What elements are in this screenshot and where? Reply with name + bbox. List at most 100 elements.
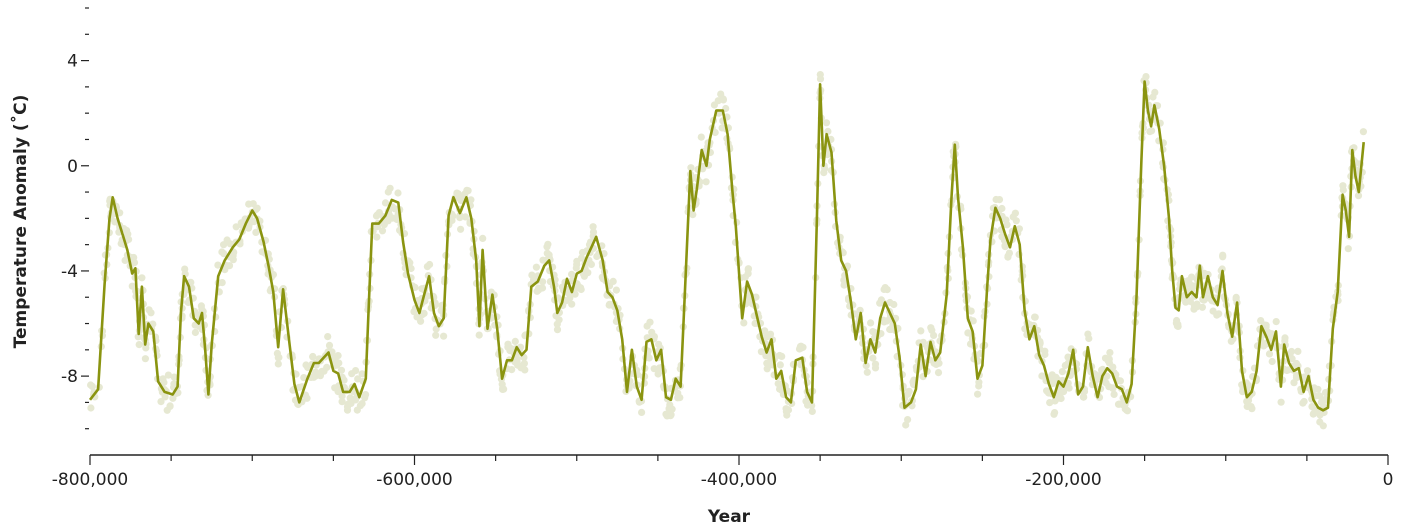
scatter-point xyxy=(335,359,343,367)
scatter-point xyxy=(351,396,360,404)
scatter-point xyxy=(244,224,253,232)
scatter-point xyxy=(821,165,829,173)
scatter-point xyxy=(1004,253,1012,261)
scatter-point xyxy=(1151,88,1159,96)
scatter-point xyxy=(128,282,136,290)
scatter-point xyxy=(1268,357,1276,366)
scatter-point xyxy=(930,331,938,339)
scatter-point xyxy=(744,266,752,274)
scatter-point xyxy=(975,378,983,386)
scatter-point xyxy=(417,317,425,325)
scatter-point xyxy=(1106,349,1114,357)
x-axis-title: Year xyxy=(707,507,751,527)
scatter-point xyxy=(393,215,401,224)
scatter-point xyxy=(904,416,912,424)
scatter-point xyxy=(274,360,282,368)
scatter-point xyxy=(1303,367,1312,375)
x-tick-label: -600,000 xyxy=(376,470,452,490)
scatter-point xyxy=(589,223,597,231)
scatter-point xyxy=(411,283,419,291)
scatter-point xyxy=(1109,363,1117,371)
scatter-point xyxy=(1308,403,1316,411)
scatter-point xyxy=(544,240,552,248)
scatter-point xyxy=(1184,277,1192,286)
scatter-point xyxy=(1248,405,1256,413)
scatter-point xyxy=(645,354,653,362)
scatter-point xyxy=(1300,373,1309,381)
scatter-point xyxy=(456,212,464,220)
scatter-point xyxy=(513,355,521,363)
scatter-point xyxy=(161,393,169,401)
scatter-point xyxy=(998,233,1006,241)
scatter-point xyxy=(1011,209,1020,217)
scatter-point xyxy=(799,343,807,351)
scatter-point xyxy=(863,368,871,376)
scatter-point xyxy=(1142,73,1150,81)
x-tick-label: -400,000 xyxy=(701,470,777,490)
scatter-point xyxy=(553,326,562,334)
scatter-point xyxy=(1198,303,1206,311)
scatter-point xyxy=(164,371,172,379)
scatter-point xyxy=(740,319,748,327)
scatter-point xyxy=(573,257,581,265)
scatter-point xyxy=(1300,397,1308,406)
scatter-point xyxy=(763,359,771,367)
scatter-point xyxy=(1058,368,1066,376)
y-tick-label: 0 xyxy=(67,157,78,177)
scatter-point xyxy=(568,300,576,308)
scatter-point xyxy=(776,361,784,369)
scatter-point xyxy=(1031,313,1039,321)
scatter-point xyxy=(274,354,282,362)
scatter-point xyxy=(87,404,95,412)
scatter-point xyxy=(1272,318,1280,326)
scatter-point xyxy=(1354,192,1363,200)
scatter-point xyxy=(1041,347,1049,355)
scatter-point xyxy=(856,306,864,314)
scatter-point xyxy=(763,365,771,373)
scatter-point xyxy=(479,234,487,242)
scatter-point xyxy=(1174,320,1182,328)
scatter-point xyxy=(702,178,710,186)
scatter-point xyxy=(157,398,165,406)
scatter-point xyxy=(170,380,178,388)
scatter-point xyxy=(637,397,646,405)
scatter-point xyxy=(252,228,260,236)
scatter-point xyxy=(555,316,563,324)
scatter-point xyxy=(902,421,910,429)
scatter-point xyxy=(697,133,705,141)
scatter-point xyxy=(1245,382,1253,390)
scatter-point xyxy=(904,390,912,398)
scatter-point xyxy=(1215,310,1223,318)
scatter-point xyxy=(871,364,880,372)
scatter-point xyxy=(125,235,133,243)
scatter-point xyxy=(589,228,598,236)
scatter-point xyxy=(214,261,222,269)
scatter-point xyxy=(609,277,617,285)
scatter-point xyxy=(457,225,465,233)
scatter-point xyxy=(1232,295,1240,303)
scatter-point xyxy=(142,344,150,352)
scatter-point xyxy=(375,209,383,217)
scatter-point xyxy=(1348,145,1357,153)
scatter-point xyxy=(1148,127,1156,135)
scatter-point xyxy=(969,317,977,325)
scatter-point xyxy=(571,290,579,298)
scatter-point xyxy=(1109,384,1117,392)
scatter-point xyxy=(315,371,323,379)
scatter-point xyxy=(804,401,812,409)
scatter-point xyxy=(572,264,580,272)
scatter-point xyxy=(356,402,364,410)
scatter-point xyxy=(253,204,261,212)
scatter-point xyxy=(655,340,663,348)
series-line-layer xyxy=(88,80,1365,412)
scatter-point xyxy=(816,71,824,79)
scatter-point xyxy=(463,186,471,194)
scatter-point xyxy=(822,119,831,127)
scatter-point xyxy=(325,341,334,349)
scatter-point xyxy=(890,300,898,309)
y-tick-label: 4 xyxy=(67,52,78,72)
scatter-point xyxy=(232,223,240,231)
scatter-point xyxy=(145,306,153,314)
scatter-point xyxy=(974,390,982,398)
